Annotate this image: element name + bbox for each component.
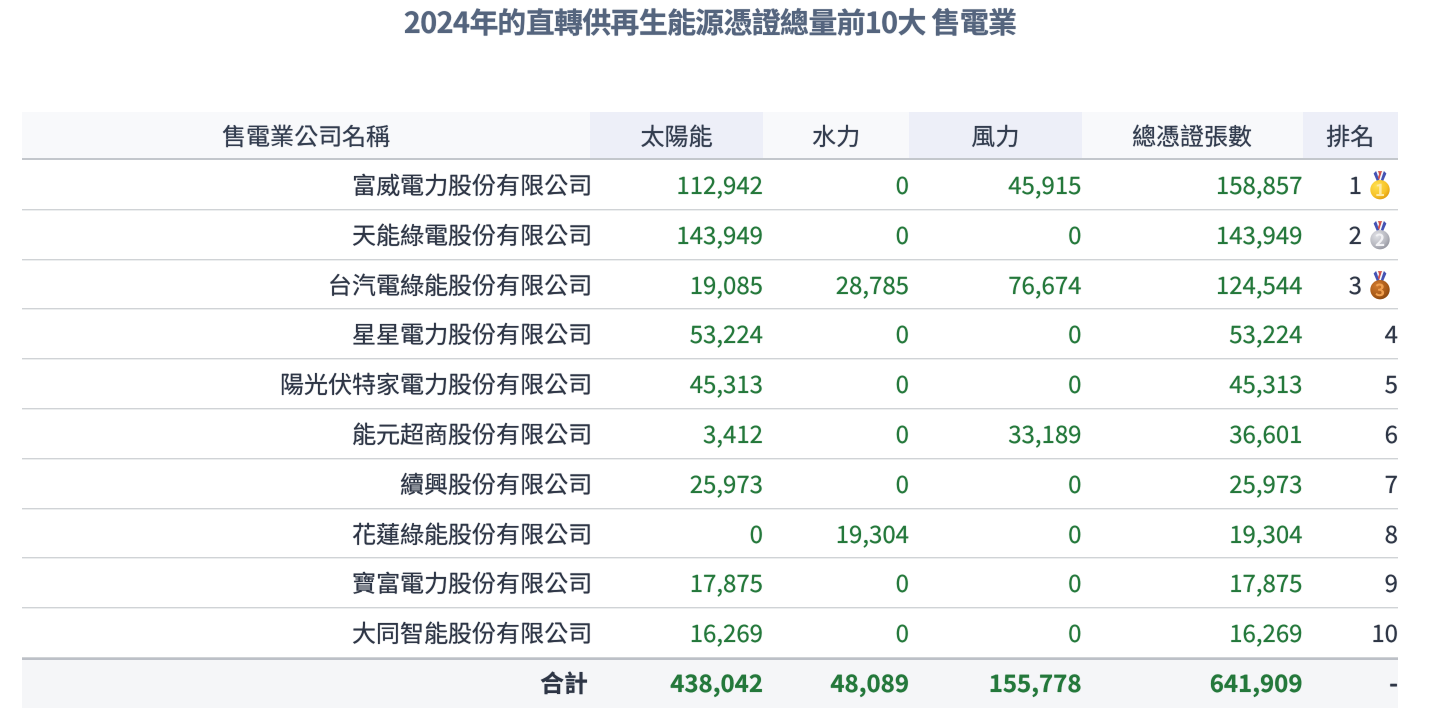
svg-text:1: 1 [1375,176,1385,200]
svg-text:3: 3 [1375,276,1385,300]
svg-text:2: 2 [1375,226,1385,250]
